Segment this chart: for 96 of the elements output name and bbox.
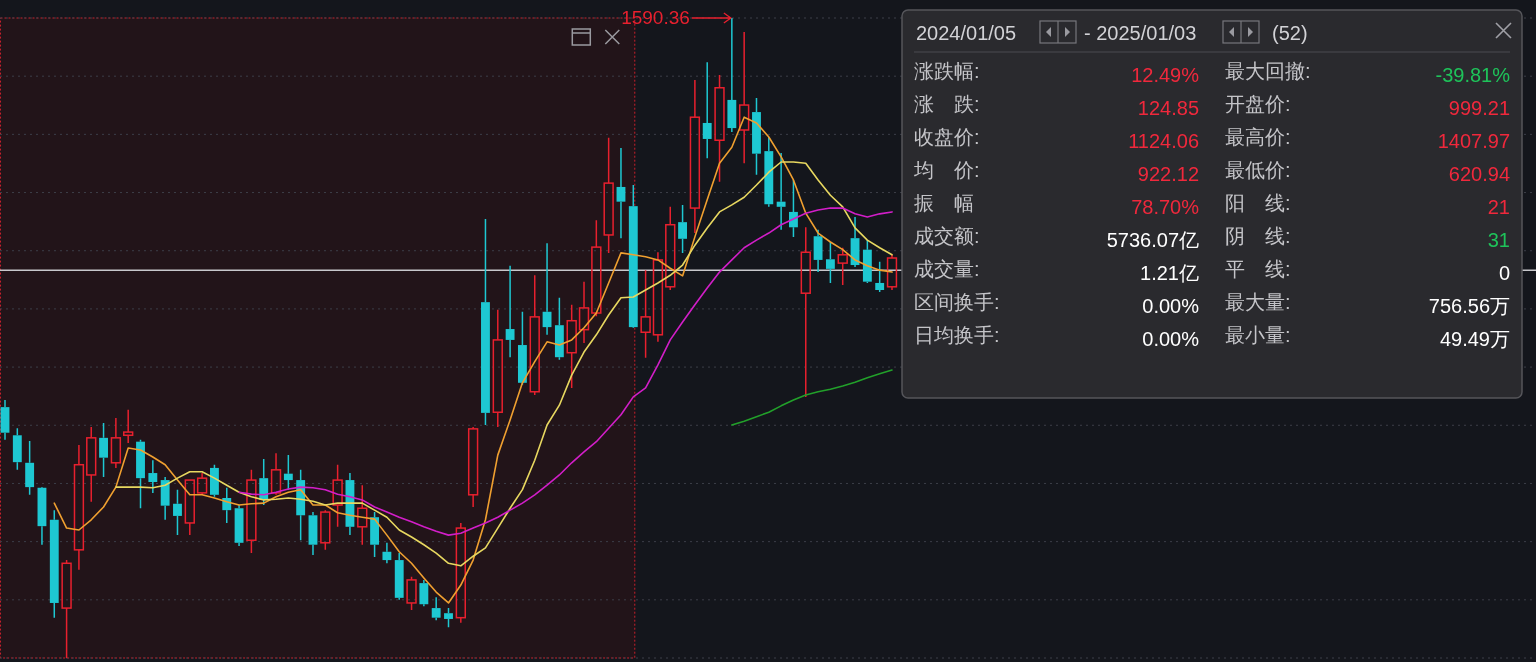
candlestick xyxy=(702,61,712,159)
candlestick xyxy=(640,269,651,359)
candlestick xyxy=(825,241,835,284)
text: 收盘价: xyxy=(914,126,980,148)
candlestick xyxy=(270,452,282,496)
text: 12.49% xyxy=(1131,64,1200,86)
text: 最大量: xyxy=(1225,291,1291,313)
text: 振 幅 xyxy=(914,192,974,214)
text: 0.00% xyxy=(1142,328,1200,350)
candlestick xyxy=(148,459,158,494)
candlestick xyxy=(332,463,343,528)
candlestick xyxy=(0,399,10,441)
candlestick xyxy=(246,469,257,554)
candlestick xyxy=(481,218,490,426)
candlestick xyxy=(738,31,750,165)
candlestick xyxy=(603,136,614,254)
text: 124.85 xyxy=(1137,97,1199,119)
candlestick xyxy=(813,229,823,273)
text: 78.70% xyxy=(1131,196,1200,218)
candlestick xyxy=(419,579,429,607)
text: 999.21 xyxy=(1448,97,1510,119)
candlestick xyxy=(492,309,503,428)
text: 0 xyxy=(1498,262,1510,284)
text: 1.21亿 xyxy=(1140,262,1199,284)
text: 涨跌幅: xyxy=(914,60,980,82)
text: 49.49万 xyxy=(1439,328,1510,350)
candlestick xyxy=(665,206,676,291)
text: 均 价: xyxy=(913,159,980,181)
text: 756.56万 xyxy=(1428,295,1510,317)
text: 最小量: xyxy=(1225,324,1291,346)
candlestick xyxy=(283,454,293,491)
text: 最高价: xyxy=(1225,126,1291,148)
candlestick xyxy=(123,408,134,444)
candlestick xyxy=(529,274,540,396)
candlestick xyxy=(591,219,602,317)
text: 21 xyxy=(1487,196,1510,218)
candlestick xyxy=(49,509,59,619)
candlestick xyxy=(467,426,479,508)
text: 成交额: xyxy=(914,225,980,247)
candlestick xyxy=(764,136,774,208)
text: 阳 线: xyxy=(1225,192,1291,214)
candlestick xyxy=(800,226,811,398)
candlestick xyxy=(837,247,848,286)
text: -39.81% xyxy=(1435,64,1511,86)
candlestick xyxy=(73,444,85,571)
text: (52) xyxy=(1272,22,1308,44)
text: 涨 跌: xyxy=(914,93,980,115)
text: 区间换手: xyxy=(914,291,1000,313)
candlestick xyxy=(357,484,368,546)
text: 阴 线: xyxy=(1225,225,1291,247)
candlestick xyxy=(727,17,737,133)
text: 922.12 xyxy=(1137,163,1199,185)
candlestick xyxy=(136,439,145,509)
text: 5736.07亿 xyxy=(1106,229,1199,251)
candlestick xyxy=(234,504,244,547)
candlestick xyxy=(382,542,392,565)
candlestick xyxy=(505,264,515,358)
text: - 2025/01/03 xyxy=(1084,22,1197,44)
candlestick xyxy=(431,596,441,621)
candlestick xyxy=(86,426,97,503)
candlestick xyxy=(110,417,122,469)
text: 620.94 xyxy=(1448,163,1510,185)
text: 31 xyxy=(1487,229,1510,251)
candlestick xyxy=(628,184,638,328)
candlestick xyxy=(652,251,664,343)
text: 2024/01/05 xyxy=(916,22,1017,44)
text: 1407.97 xyxy=(1437,130,1510,152)
text: 成交量: xyxy=(914,258,980,280)
candlestick xyxy=(714,74,725,183)
candlestick xyxy=(776,152,786,231)
candlestick xyxy=(25,440,35,496)
candlestick xyxy=(308,511,318,556)
candlestick xyxy=(160,476,170,521)
annotation: 1590.36 xyxy=(621,7,690,28)
candlestick xyxy=(61,559,72,659)
candlestick xyxy=(566,303,577,389)
candlestick xyxy=(517,311,527,386)
candlestick xyxy=(678,204,687,254)
text: 日均换手: xyxy=(914,324,1000,346)
text: 开盘价: xyxy=(1225,93,1291,115)
text: 最低价: xyxy=(1225,159,1291,181)
candlestick xyxy=(99,422,108,478)
candlestick xyxy=(752,97,761,176)
candlestick xyxy=(173,488,182,536)
candlestick xyxy=(689,79,701,234)
candlestick xyxy=(554,296,564,361)
candlestick xyxy=(875,261,885,293)
text: 最大回撤: xyxy=(1225,60,1311,82)
text: 平 线: xyxy=(1225,258,1291,280)
candlestick xyxy=(616,147,626,239)
candlestick xyxy=(455,522,466,624)
text: 0.00% xyxy=(1142,295,1200,317)
candlestick xyxy=(184,479,195,536)
text: 1124.06 xyxy=(1128,130,1199,152)
candlestick xyxy=(394,552,404,601)
candlestick xyxy=(578,280,590,344)
